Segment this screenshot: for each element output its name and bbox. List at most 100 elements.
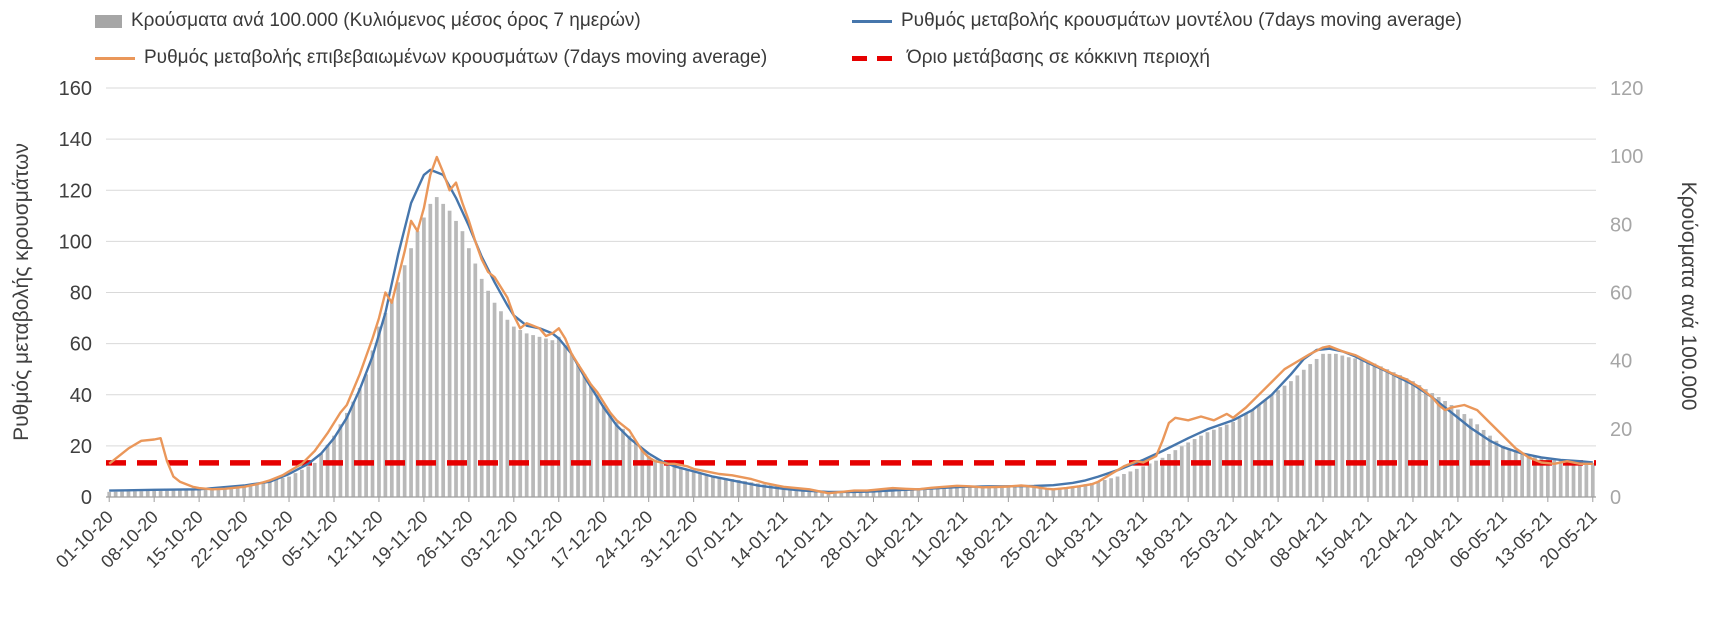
bar (1443, 400, 1447, 497)
bar (974, 486, 979, 497)
legend-item-model-rate: Ρυθμός μεταβολής κρουσμάτων μοντέλου (7d… (852, 10, 1462, 32)
bar (589, 384, 593, 497)
bar (1289, 381, 1293, 497)
bar (1295, 375, 1300, 497)
bar (961, 486, 966, 497)
bar (1411, 381, 1415, 497)
bar (1404, 378, 1409, 497)
bar (1147, 463, 1152, 497)
bar (717, 477, 722, 497)
right-axis-tick-label: 20 (1610, 419, 1632, 441)
right-axis-tick-label: 0 (1610, 487, 1621, 509)
right-axis-tick-label: 40 (1610, 351, 1632, 373)
bar (704, 474, 709, 497)
bar (1501, 445, 1505, 497)
bar (197, 490, 201, 497)
bar (210, 489, 214, 497)
bar (1032, 487, 1036, 497)
right-axis-ticks: 0 20 40 60 80 100 120 (1610, 78, 1643, 509)
bar (1276, 390, 1280, 497)
bar (1571, 461, 1576, 497)
bar (1167, 453, 1171, 497)
model-line (109, 168, 1593, 494)
bar (1353, 358, 1358, 497)
bar (447, 210, 452, 497)
bar (659, 462, 664, 497)
bar (402, 265, 407, 497)
bar (1128, 471, 1133, 497)
bar (203, 489, 208, 497)
bar (711, 476, 715, 497)
bar (467, 248, 471, 497)
bar (1391, 372, 1396, 497)
bar (107, 491, 112, 497)
bar (563, 345, 568, 497)
bar (1488, 435, 1492, 497)
bar (1064, 487, 1069, 497)
confirmed-line-swatch-icon (95, 56, 135, 60)
bar (422, 217, 426, 497)
bar (1025, 487, 1030, 497)
bar (800, 489, 805, 497)
bar (743, 481, 747, 497)
bar (1346, 357, 1351, 497)
bar (1308, 364, 1313, 497)
bar (1134, 468, 1139, 497)
bar (781, 486, 786, 497)
bar (967, 486, 972, 497)
bar (922, 488, 927, 497)
left-axis-tick-label: 100 (59, 231, 92, 253)
left-axis-tick-label: 40 (70, 385, 92, 407)
bar (113, 491, 118, 497)
bar (807, 490, 812, 497)
bar (1340, 355, 1345, 497)
bar (415, 231, 420, 497)
bar (595, 394, 600, 497)
left-axis-tick-label: 60 (70, 334, 92, 356)
bar (1192, 439, 1197, 497)
bar (473, 263, 478, 497)
bar (370, 350, 375, 497)
bar (1083, 484, 1088, 497)
bar (319, 453, 324, 497)
bar (306, 466, 311, 497)
bar (1301, 369, 1306, 497)
bar (813, 490, 818, 497)
bar (152, 490, 157, 497)
bar (1006, 486, 1011, 497)
bar (505, 319, 510, 497)
bar (910, 488, 914, 497)
bar (993, 486, 998, 497)
legend-label-confirmed-rate: Ρυθμός μεταβολής επιβεβαιωμένων κρουσμάτ… (144, 47, 768, 68)
bar (1533, 456, 1537, 497)
bar (499, 311, 503, 497)
bar (287, 476, 291, 497)
bar (1494, 440, 1499, 497)
bar (1250, 410, 1255, 497)
bars-series (107, 197, 1595, 498)
bar (454, 220, 458, 498)
bar (1237, 418, 1242, 497)
legend-item-confirmed-rate: Ρυθμός μεταβολής επιβεβαιωμένων κρουσμάτ… (95, 47, 767, 69)
bar (1051, 488, 1056, 497)
bar (300, 469, 304, 497)
bar (1565, 460, 1569, 497)
bar (1378, 366, 1383, 497)
bar (608, 413, 613, 497)
bar (171, 490, 176, 497)
bar (1398, 375, 1402, 497)
bar (1154, 460, 1158, 497)
bar (158, 490, 163, 497)
legend-label-cases-per-100k: Κρούσματα ανά 100.000 (Κυλιόμενος μέσος … (131, 10, 641, 31)
gridlines: 0 20 40 60 80 100 120 140 160 (59, 78, 1596, 509)
bar-series-swatch-icon (95, 14, 122, 28)
bar (531, 335, 535, 497)
bar (1526, 455, 1531, 497)
bar (916, 488, 921, 497)
bar (1218, 427, 1223, 497)
bar (775, 485, 780, 497)
bar (126, 491, 131, 497)
bar (935, 487, 940, 497)
bar (1545, 459, 1550, 497)
